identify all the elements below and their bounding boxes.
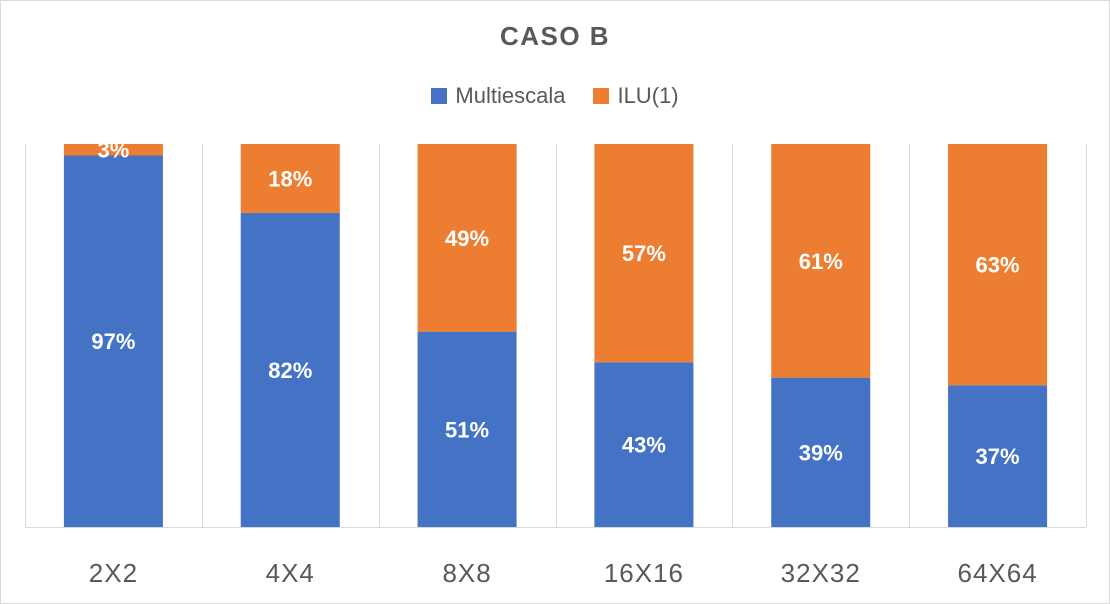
bar-ilu-32x32	[771, 144, 871, 378]
x-tick-label: 4X4	[266, 558, 315, 588]
data-label: 39%	[799, 440, 843, 465]
data-label: 18%	[268, 166, 312, 191]
legend: Multiescala ILU(1)	[1, 83, 1109, 109]
bar-multiescala-32x32	[771, 377, 871, 527]
data-label: 63%	[976, 253, 1020, 278]
data-label: 43%	[622, 433, 666, 458]
bar-ilu-4x4	[240, 144, 340, 213]
x-tick-label: 16X16	[604, 558, 684, 588]
x-tick-label: 32X32	[781, 558, 861, 588]
legend-label-ilu: ILU(1)	[617, 83, 679, 108]
data-label: 82%	[268, 358, 312, 383]
bar-ilu-2x2	[63, 144, 163, 156]
data-label: 97%	[91, 329, 135, 354]
bar-ilu-64x64	[948, 144, 1048, 386]
bar-multiescala-4x4	[240, 212, 340, 527]
data-label: 3%	[98, 138, 130, 163]
bar-ilu-8x8	[417, 144, 517, 332]
legend-swatch-ilu	[593, 88, 610, 104]
x-tick-label: 8X8	[442, 558, 491, 588]
x-tick-label: 64X64	[957, 558, 1037, 588]
bar-multiescala-2x2	[63, 155, 163, 528]
data-label: 37%	[976, 444, 1020, 469]
legend-item-multiescala: Multiescala	[431, 83, 565, 109]
chart-title: CASO B	[499, 21, 611, 51]
bar-ilu-16x16	[594, 144, 694, 363]
bar-multiescala-64x64	[948, 385, 1048, 527]
data-label: 61%	[799, 249, 843, 274]
legend-label-multiescala: Multiescala	[455, 83, 566, 108]
bar-multiescala-16x16	[594, 362, 694, 527]
bar-multiescala-8x8	[417, 331, 517, 527]
x-tick-label: 2X2	[89, 558, 138, 588]
legend-item-ilu: ILU(1)	[593, 83, 679, 109]
legend-swatch-multiescala	[431, 88, 448, 104]
data-label: 51%	[445, 417, 489, 442]
data-label: 49%	[445, 226, 489, 251]
data-label: 57%	[622, 241, 666, 266]
